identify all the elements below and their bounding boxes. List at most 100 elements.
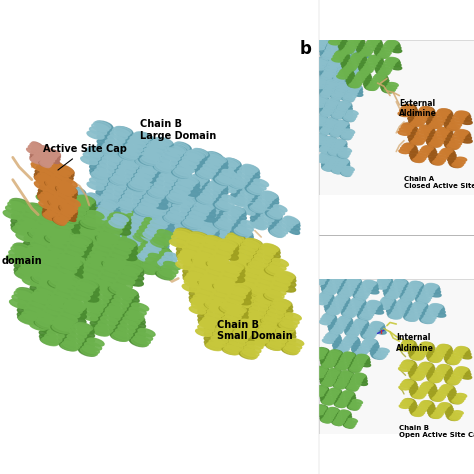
Ellipse shape bbox=[219, 297, 236, 305]
Ellipse shape bbox=[138, 256, 155, 264]
Ellipse shape bbox=[341, 103, 352, 108]
Ellipse shape bbox=[348, 39, 359, 44]
Ellipse shape bbox=[346, 395, 356, 400]
Ellipse shape bbox=[130, 339, 147, 346]
Ellipse shape bbox=[326, 334, 337, 338]
Ellipse shape bbox=[246, 317, 262, 324]
Ellipse shape bbox=[336, 139, 346, 144]
Ellipse shape bbox=[341, 410, 351, 415]
Ellipse shape bbox=[34, 320, 53, 329]
Ellipse shape bbox=[173, 144, 187, 152]
Ellipse shape bbox=[177, 233, 195, 241]
Ellipse shape bbox=[343, 171, 352, 175]
Ellipse shape bbox=[137, 153, 155, 161]
Ellipse shape bbox=[40, 242, 59, 251]
Ellipse shape bbox=[149, 221, 166, 230]
Ellipse shape bbox=[333, 383, 344, 387]
Ellipse shape bbox=[415, 410, 425, 414]
Ellipse shape bbox=[87, 210, 104, 219]
Ellipse shape bbox=[114, 222, 131, 230]
Ellipse shape bbox=[378, 304, 390, 310]
Ellipse shape bbox=[117, 248, 131, 255]
Ellipse shape bbox=[118, 246, 137, 255]
Ellipse shape bbox=[43, 208, 62, 217]
Ellipse shape bbox=[175, 200, 192, 208]
Ellipse shape bbox=[328, 282, 340, 286]
Ellipse shape bbox=[390, 62, 401, 67]
Ellipse shape bbox=[240, 278, 258, 286]
Ellipse shape bbox=[249, 266, 267, 274]
Ellipse shape bbox=[398, 300, 410, 304]
Ellipse shape bbox=[338, 160, 347, 164]
Ellipse shape bbox=[413, 286, 425, 291]
Ellipse shape bbox=[142, 155, 159, 164]
Ellipse shape bbox=[90, 127, 107, 135]
Ellipse shape bbox=[163, 170, 180, 178]
Ellipse shape bbox=[220, 252, 238, 260]
Ellipse shape bbox=[196, 201, 213, 210]
Ellipse shape bbox=[357, 354, 368, 359]
Ellipse shape bbox=[364, 83, 374, 87]
Ellipse shape bbox=[60, 212, 79, 221]
Ellipse shape bbox=[53, 235, 72, 244]
Ellipse shape bbox=[448, 161, 459, 165]
Ellipse shape bbox=[339, 360, 350, 365]
Ellipse shape bbox=[364, 66, 374, 70]
Ellipse shape bbox=[157, 146, 174, 154]
Ellipse shape bbox=[336, 51, 347, 55]
Ellipse shape bbox=[249, 329, 264, 336]
Ellipse shape bbox=[334, 55, 346, 60]
Ellipse shape bbox=[108, 171, 125, 180]
Ellipse shape bbox=[65, 191, 80, 199]
Ellipse shape bbox=[346, 386, 357, 391]
Ellipse shape bbox=[134, 237, 149, 244]
Ellipse shape bbox=[453, 371, 464, 375]
Ellipse shape bbox=[339, 133, 349, 137]
Ellipse shape bbox=[323, 298, 335, 303]
Ellipse shape bbox=[335, 419, 344, 423]
Ellipse shape bbox=[55, 205, 67, 212]
Ellipse shape bbox=[153, 247, 169, 255]
Ellipse shape bbox=[317, 96, 328, 101]
Ellipse shape bbox=[401, 402, 410, 406]
Ellipse shape bbox=[423, 401, 433, 405]
Ellipse shape bbox=[191, 237, 210, 246]
Ellipse shape bbox=[222, 303, 239, 311]
Ellipse shape bbox=[235, 174, 250, 182]
Ellipse shape bbox=[210, 232, 224, 240]
Ellipse shape bbox=[331, 388, 341, 393]
Ellipse shape bbox=[318, 96, 328, 100]
Ellipse shape bbox=[179, 225, 195, 234]
Ellipse shape bbox=[124, 313, 141, 321]
Ellipse shape bbox=[336, 36, 347, 41]
Ellipse shape bbox=[128, 182, 146, 191]
Ellipse shape bbox=[204, 154, 219, 161]
Ellipse shape bbox=[51, 300, 70, 309]
Ellipse shape bbox=[443, 372, 454, 376]
Ellipse shape bbox=[227, 265, 245, 273]
Ellipse shape bbox=[402, 309, 414, 314]
Ellipse shape bbox=[235, 264, 252, 273]
Ellipse shape bbox=[87, 338, 104, 346]
Ellipse shape bbox=[185, 275, 203, 283]
Ellipse shape bbox=[350, 37, 361, 42]
Ellipse shape bbox=[316, 117, 326, 121]
Ellipse shape bbox=[114, 178, 130, 186]
Ellipse shape bbox=[414, 374, 425, 378]
Ellipse shape bbox=[233, 297, 251, 305]
Ellipse shape bbox=[391, 65, 401, 70]
Ellipse shape bbox=[219, 199, 234, 206]
Ellipse shape bbox=[332, 57, 343, 62]
Ellipse shape bbox=[180, 216, 197, 224]
Ellipse shape bbox=[84, 291, 101, 299]
Ellipse shape bbox=[379, 277, 391, 282]
Ellipse shape bbox=[399, 292, 411, 297]
Ellipse shape bbox=[178, 165, 193, 173]
Ellipse shape bbox=[182, 251, 199, 259]
Ellipse shape bbox=[371, 354, 382, 358]
Ellipse shape bbox=[418, 129, 430, 134]
Ellipse shape bbox=[322, 74, 333, 79]
Ellipse shape bbox=[337, 106, 347, 110]
Ellipse shape bbox=[314, 62, 326, 67]
Ellipse shape bbox=[30, 269, 50, 278]
